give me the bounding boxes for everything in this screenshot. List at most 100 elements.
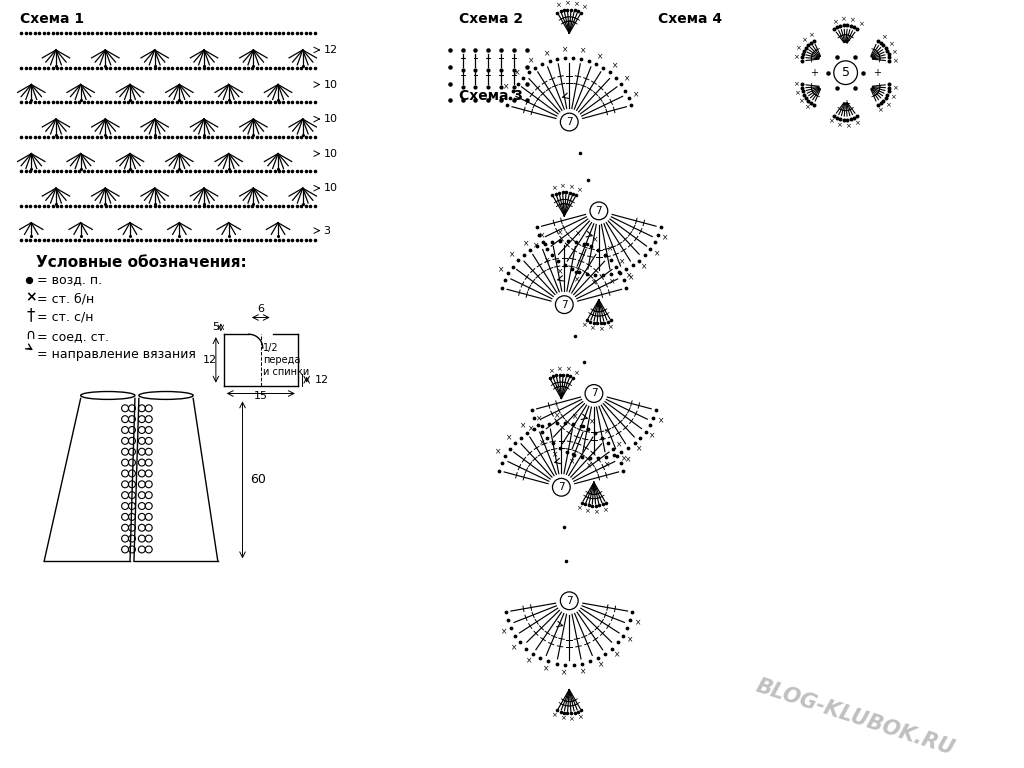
- Point: [295, 198, 311, 210]
- Point: [266, 131, 283, 143]
- Point: [27, 27, 43, 39]
- Text: ×: ×: [636, 445, 643, 454]
- Point: [84, 61, 100, 74]
- Point: [499, 99, 515, 111]
- Point: [190, 165, 207, 177]
- Point: [124, 200, 140, 212]
- Point: [173, 131, 189, 143]
- Point: [120, 61, 136, 74]
- Point: [244, 131, 260, 143]
- Point: [548, 187, 564, 200]
- Point: [164, 234, 180, 247]
- Point: [849, 110, 865, 122]
- Point: [146, 60, 163, 72]
- Point: [513, 432, 529, 444]
- Text: ×: ×: [796, 45, 802, 51]
- Point: [57, 131, 74, 143]
- Point: [800, 94, 816, 107]
- Point: [240, 61, 256, 74]
- Point: [204, 131, 220, 143]
- Point: [13, 200, 30, 212]
- Circle shape: [560, 592, 579, 610]
- Point: [111, 61, 127, 74]
- Text: ×: ×: [552, 450, 559, 459]
- Point: [116, 165, 132, 177]
- Text: ×: ×: [578, 714, 583, 720]
- Point: [57, 96, 74, 108]
- Point: [230, 234, 247, 247]
- Point: [586, 316, 602, 329]
- Point: [245, 129, 261, 141]
- Point: [67, 165, 83, 177]
- Text: ×: ×: [878, 107, 883, 113]
- Point: [828, 112, 845, 124]
- Point: [31, 165, 47, 177]
- Point: [518, 94, 535, 107]
- Point: [293, 200, 309, 212]
- Point: [31, 96, 47, 108]
- Point: [833, 20, 849, 32]
- Point: [502, 91, 518, 104]
- Point: [558, 294, 574, 306]
- Point: [151, 61, 167, 74]
- Point: [111, 27, 127, 39]
- Point: [503, 622, 519, 634]
- Point: [522, 244, 539, 257]
- Point: [604, 642, 621, 654]
- Point: [230, 200, 247, 212]
- Point: [53, 234, 70, 247]
- Point: [455, 81, 471, 93]
- Point: [160, 96, 176, 108]
- Point: [133, 200, 150, 212]
- Point: [881, 78, 897, 91]
- Text: ×: ×: [568, 716, 574, 722]
- Point: [244, 27, 260, 39]
- Point: [544, 236, 560, 248]
- Point: [44, 165, 60, 177]
- Point: [230, 96, 247, 108]
- Point: [275, 234, 292, 247]
- Point: [280, 200, 296, 212]
- Point: [535, 425, 551, 438]
- Point: [93, 234, 110, 247]
- Point: [306, 131, 323, 143]
- Point: [642, 243, 658, 255]
- Point: [302, 61, 318, 74]
- Point: [298, 234, 314, 247]
- Point: [526, 412, 543, 424]
- Point: [93, 96, 110, 108]
- Point: [306, 234, 323, 247]
- Text: ×: ×: [571, 412, 578, 421]
- Point: [493, 94, 509, 107]
- Point: [213, 96, 229, 108]
- Point: [275, 200, 292, 212]
- Point: [213, 165, 229, 177]
- Point: [441, 78, 458, 90]
- Point: [262, 165, 279, 177]
- Text: ×: ×: [26, 291, 37, 305]
- Point: [236, 234, 252, 247]
- Point: [24, 164, 40, 176]
- Point: [102, 27, 119, 39]
- Text: ×: ×: [506, 433, 512, 442]
- Point: [573, 657, 590, 670]
- Point: [302, 96, 318, 108]
- Text: ×: ×: [892, 49, 897, 55]
- Point: [240, 27, 256, 39]
- Text: ×: ×: [591, 278, 598, 287]
- Point: [880, 45, 896, 57]
- Point: [171, 230, 187, 242]
- Text: 1/2
переда
и спинки: 1/2 переда и спинки: [263, 343, 309, 376]
- Point: [120, 200, 136, 212]
- Point: [102, 61, 119, 74]
- Point: [209, 131, 225, 143]
- Point: [200, 96, 216, 108]
- Point: [204, 165, 220, 177]
- Point: [561, 187, 578, 199]
- Point: [590, 244, 606, 257]
- Point: [186, 234, 203, 247]
- Point: [566, 4, 583, 16]
- Point: [293, 96, 309, 108]
- Point: [610, 266, 627, 278]
- Point: [492, 465, 508, 477]
